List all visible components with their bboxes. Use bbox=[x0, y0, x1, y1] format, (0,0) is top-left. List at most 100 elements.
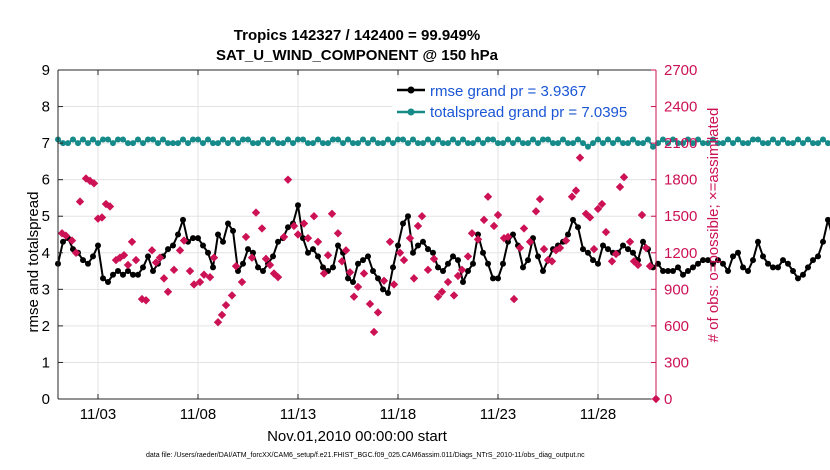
data-point bbox=[455, 140, 461, 147]
obs-marker bbox=[217, 310, 227, 320]
obs-marker bbox=[341, 246, 351, 255]
obs-marker bbox=[547, 257, 557, 266]
data-point bbox=[440, 140, 446, 147]
data-point bbox=[200, 242, 206, 249]
data-point bbox=[485, 260, 491, 267]
data-point bbox=[815, 140, 821, 147]
data-point bbox=[545, 136, 551, 143]
axes bbox=[57, 69, 657, 400]
obs-marker bbox=[353, 282, 363, 292]
data-point bbox=[525, 257, 531, 264]
data-point bbox=[400, 220, 406, 227]
obs-marker bbox=[237, 277, 247, 287]
obs-marker bbox=[385, 237, 395, 247]
data-point bbox=[120, 136, 126, 143]
obs-marker bbox=[429, 254, 439, 264]
data-point bbox=[540, 136, 546, 143]
data-point bbox=[200, 140, 206, 147]
data-point bbox=[680, 140, 686, 147]
legend-label-totalspread: totalspread grand pr = 7.0395 bbox=[430, 104, 627, 121]
data-point bbox=[530, 136, 536, 143]
data-point bbox=[350, 279, 356, 286]
data-point bbox=[705, 257, 711, 264]
data-point bbox=[505, 238, 511, 245]
data-point bbox=[520, 140, 526, 147]
obs-marker bbox=[531, 207, 541, 216]
data-point bbox=[190, 136, 196, 143]
data-point bbox=[175, 140, 181, 147]
data-point bbox=[585, 249, 591, 256]
x-tick-label: 11/18 bbox=[380, 406, 416, 423]
obs-marker bbox=[567, 192, 577, 201]
data-point bbox=[235, 140, 241, 147]
obs-marker bbox=[261, 254, 271, 264]
data-point bbox=[395, 242, 401, 249]
y2-tick-label: 600 bbox=[664, 318, 689, 335]
data-point bbox=[455, 257, 461, 264]
data-point bbox=[110, 140, 116, 147]
data-point bbox=[135, 271, 141, 278]
data-point bbox=[180, 136, 186, 143]
y2-tick-label: 1500 bbox=[664, 208, 697, 225]
obs-marker bbox=[97, 213, 107, 222]
data-point bbox=[300, 235, 306, 242]
data-point bbox=[300, 136, 306, 143]
data-point bbox=[415, 140, 421, 147]
data-point bbox=[585, 143, 591, 150]
obs-marker bbox=[313, 237, 323, 247]
data-point bbox=[665, 268, 671, 275]
data-point bbox=[740, 140, 746, 147]
data-point bbox=[125, 140, 131, 147]
data-point bbox=[250, 140, 256, 147]
data-point bbox=[240, 136, 246, 143]
data-point bbox=[180, 216, 186, 223]
obs-marker bbox=[417, 212, 427, 221]
data-point bbox=[320, 140, 326, 147]
data-point bbox=[420, 238, 426, 245]
obs-marker bbox=[473, 235, 483, 244]
obs-marker bbox=[637, 210, 647, 220]
data-point bbox=[355, 140, 361, 147]
x-tick-label: 11/03 bbox=[80, 406, 116, 423]
obs-marker bbox=[163, 287, 173, 296]
y-tick-label: 8 bbox=[42, 99, 50, 116]
data-point bbox=[495, 140, 501, 147]
data-point bbox=[720, 260, 726, 267]
data-point bbox=[575, 224, 581, 231]
data-point bbox=[475, 136, 481, 143]
obs-marker bbox=[359, 269, 369, 278]
data-point bbox=[480, 249, 486, 256]
data-point bbox=[750, 257, 756, 264]
data-point bbox=[370, 136, 376, 143]
data-point bbox=[500, 260, 506, 267]
data-point bbox=[705, 140, 711, 147]
y-tick-label: 4 bbox=[42, 245, 50, 262]
obs-marker bbox=[155, 253, 165, 262]
data-point bbox=[430, 249, 436, 256]
data-point bbox=[700, 257, 706, 264]
data-point bbox=[805, 264, 811, 271]
data-point bbox=[165, 246, 171, 253]
data-point bbox=[725, 136, 731, 143]
data-point bbox=[410, 136, 416, 143]
data-point bbox=[725, 268, 731, 275]
data-point bbox=[690, 140, 696, 147]
data-point bbox=[95, 242, 101, 249]
data-point bbox=[190, 235, 196, 242]
data-point bbox=[770, 136, 776, 143]
obs-marker bbox=[333, 229, 343, 238]
data-point bbox=[470, 140, 476, 147]
y-tick-label: 3 bbox=[42, 281, 50, 298]
legend-box bbox=[392, 78, 650, 122]
obs-marker bbox=[589, 244, 599, 254]
data-point bbox=[495, 275, 501, 282]
data-point bbox=[380, 140, 386, 147]
y-axis-label: rmse and totalspread bbox=[25, 192, 42, 333]
x-tick-label: 11/23 bbox=[480, 406, 516, 423]
data-point bbox=[805, 136, 811, 143]
data-point bbox=[315, 136, 321, 143]
obs-marker bbox=[303, 233, 313, 243]
data-point bbox=[715, 257, 721, 264]
obs-marker bbox=[309, 212, 319, 221]
obs-marker bbox=[457, 265, 467, 275]
